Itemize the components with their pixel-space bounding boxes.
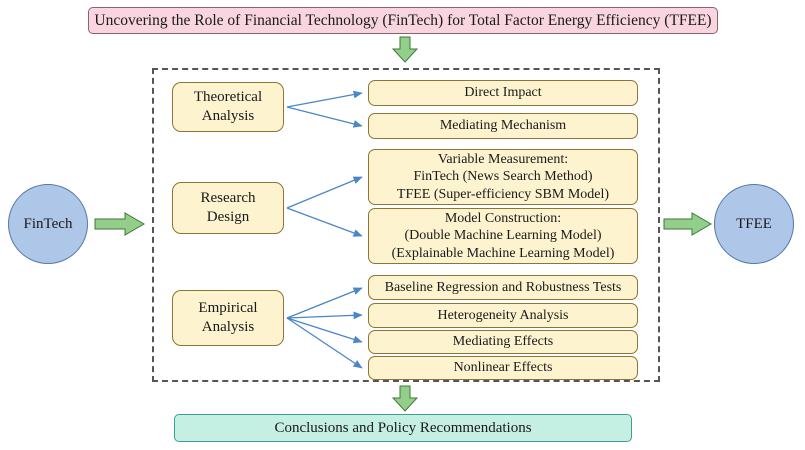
stage-empirical-analysis: Empirical Analysis	[172, 290, 284, 346]
box-variable-measurement: Variable Measurement: FinTech (News Sear…	[368, 149, 638, 205]
box-mediating-mechanism: Mediating Mechanism	[368, 113, 638, 139]
conclusion-box: Conclusions and Policy Recommendations	[174, 414, 632, 442]
right-arrow-icon	[94, 211, 146, 237]
stage-theoretical-analysis: Theoretical Analysis	[172, 82, 284, 132]
right-arrow-icon	[663, 211, 713, 237]
box-baseline-regression: Baseline Regression and Robustness Tests	[368, 275, 638, 300]
stage-research-design: Research Design	[172, 182, 284, 234]
down-arrow-icon	[392, 36, 418, 63]
box-model-construction: Model Construction: (Double Machine Lear…	[368, 208, 638, 264]
framework-frame	[152, 68, 660, 382]
fintech-node: FinTech	[8, 184, 88, 264]
box-direct-impact: Direct Impact	[368, 80, 638, 106]
box-nonlinear-effects: Nonlinear Effects	[368, 356, 638, 380]
down-arrow-icon	[392, 385, 418, 412]
tfee-node: TFEE	[714, 184, 794, 264]
box-mediating-effects: Mediating Effects	[368, 330, 638, 354]
box-heterogeneity-analysis: Heterogeneity Analysis	[368, 303, 638, 328]
diagram-title: Uncovering the Role of Financial Technol…	[88, 7, 718, 34]
